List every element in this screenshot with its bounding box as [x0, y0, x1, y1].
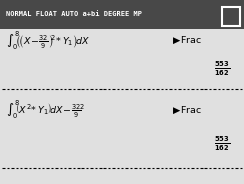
Text: $\blacktriangleright\!\mathrm{Frac}$: $\blacktriangleright\!\mathrm{Frac}$	[171, 105, 202, 116]
FancyBboxPatch shape	[0, 0, 244, 29]
Text: $\mathbf{\frac{553}{162}}$: $\mathbf{\frac{553}{162}}$	[214, 134, 230, 153]
Text: NORMAL FLOAT AUTO a+bi DEGREE MP: NORMAL FLOAT AUTO a+bi DEGREE MP	[6, 11, 142, 17]
FancyBboxPatch shape	[222, 7, 240, 26]
Text: $\blacktriangleright\!\mathrm{Frac}$: $\blacktriangleright\!\mathrm{Frac}$	[171, 35, 202, 46]
Text: $\int_0^8\!\!\left(X^2\!*Y_1\right)\!dX\!-\!\frac{32}{9}^{\!2}$: $\int_0^8\!\!\left(X^2\!*Y_1\right)\!dX\…	[6, 99, 85, 121]
FancyBboxPatch shape	[0, 29, 244, 184]
Text: $\mathbf{\frac{553}{162}}$: $\mathbf{\frac{553}{162}}$	[214, 60, 230, 78]
Text: $\int_0^8\!\!\left(\!\left(X\!-\!\frac{32}{9}\right)^{\!\!2}\!*Y_1\right)\!dX$: $\int_0^8\!\!\left(\!\left(X\!-\!\frac{3…	[6, 29, 90, 52]
